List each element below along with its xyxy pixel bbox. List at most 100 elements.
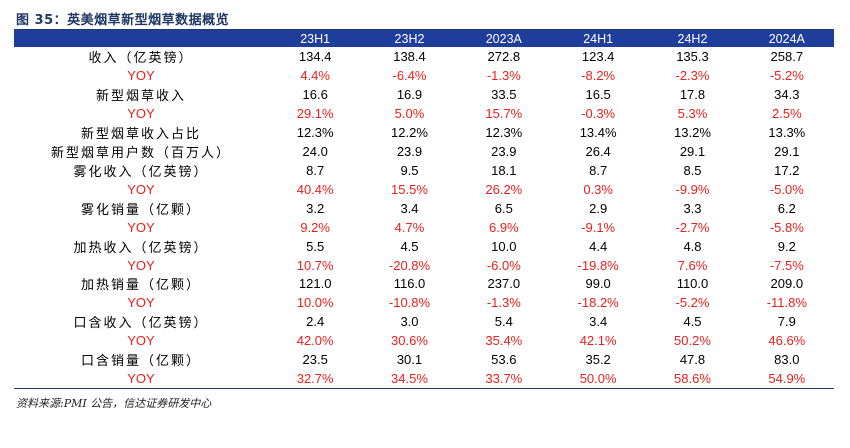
table-cell: 35.4% [485,333,523,349]
row-label: 口含收入（亿英镑） [73,316,209,332]
table-cell: 13.4% [579,124,617,140]
table-cell: -6.0% [486,257,521,273]
table-cell: -5.8% [769,219,804,235]
table-cell: -2.3% [675,67,710,83]
table-cell: 32.7% [296,371,334,387]
table-cell: 3.0 [400,314,419,330]
yoy-row: YOY 9.2% 4.7% 6.9% -9.1% -2.7% -5.8% [14,218,834,237]
table-cell: 3.4 [589,314,608,330]
header-row: 23H1 23H2 2023A 24H1 24H2 2024A [14,30,834,47]
table-cell: 12.3% [485,124,523,140]
table-cell: 16.6 [302,86,328,102]
table-cell: 4.7% [394,219,425,235]
table-cell: -9.9% [675,181,710,197]
table-cell: 2.9 [589,200,608,216]
table-cell: 4.4 [589,238,608,254]
table-cell: 99.0 [585,276,611,292]
table-cell: 9.2 [777,238,796,254]
table-cell: 8.5 [683,162,702,178]
row-label: 雾化销量（亿颗） [80,202,201,218]
row-label: 收入（亿英镑） [88,51,194,66]
table-cell: 8.7 [306,162,325,178]
table-cell: 83.0 [774,352,800,368]
yoy-row: YOY 29.1% 5.0% 15.7% -0.3% 5.3% 2.5% [14,104,834,123]
table-cell: 40.4% [296,181,334,197]
table-cell: 4.5 [400,238,419,254]
row-label: YOY [127,257,155,273]
table-cell: -0.3% [581,105,616,121]
table-cell: 50.0% [579,371,617,387]
header-cell: 2024A [739,30,834,47]
table-cell: 7.6% [677,257,708,273]
table-cell: 138.4 [393,49,426,64]
data-table: 23H1 23H2 2023A 24H1 24H2 2024A 收入（亿英镑） 1… [14,30,834,388]
row-label: YOY [127,219,155,235]
table-cell: 13.2% [674,124,711,140]
table-cell: 209.0 [770,276,804,292]
table-cell: 5.0% [394,105,425,121]
row-label: 加热销量（亿颗） [80,278,201,294]
table-cell: 0.3% [583,181,613,197]
table-cell: -10.8% [388,295,431,311]
row-label: 新型烟草收入占比 [80,126,201,142]
table-cell: 5.5 [306,238,325,254]
table-cell: 15.7% [485,105,523,121]
table-row: 雾化收入（亿英镑） 8.7 9.5 18.1 8.7 8.5 17.2 [14,161,834,180]
table-row: 口含收入（亿英镑） 2.4 3.0 5.4 3.4 4.5 7.9 [14,312,834,331]
table-cell: 4.8 [683,238,702,254]
table-row: 雾化销量（亿颗） 3.2 3.4 6.5 2.9 3.3 6.2 [14,199,834,218]
table-cell: -11.8% [766,295,807,311]
bottom-divider [14,388,834,389]
table-cell: -2.7% [675,219,710,235]
row-label: YOY [127,105,155,121]
table-cell: 53.6 [491,352,517,368]
source-note: 资料来源:PMI 公告，信达证券研发中心 [16,397,212,410]
table-cell: 13.3% [768,124,806,140]
header-cell: 24H2 [645,30,740,47]
table-cell: 16.9 [396,86,423,102]
table-cell: 58.6% [674,371,711,387]
table-cell: 29.1 [679,143,706,159]
table-cell: 42.0% [296,333,334,349]
header-cell: 2023A [456,30,551,47]
table-cell: 4.5 [683,314,702,330]
table-cell: 258.7 [770,49,804,64]
table-cell: 23.9 [491,143,517,159]
table-cell: 135.3 [676,49,709,64]
table-cell: 23.9 [396,143,423,159]
table-cell: 121.0 [298,276,332,292]
table-cell: -1.3% [486,67,521,83]
yoy-row: YOY 32.7% 34.5% 33.7% 50.0% 58.6% 54.9% [14,369,834,388]
table-cell: 10.7% [296,257,334,273]
table-cell: -8.2% [581,67,616,83]
table-cell: 272.8 [487,49,521,64]
table-cell: 26.4 [585,143,611,159]
table-cell: 7.9 [777,314,796,330]
table-cell: 6.2 [777,200,796,216]
figure-title: 图 35：英美烟草新型烟草数据概览 [16,13,230,28]
table-cell: 3.2 [306,200,325,216]
table-cell: 3.3 [683,200,702,216]
yoy-row: YOY 10.7% -20.8% -6.0% -19.8% 7.6% -7.5% [14,256,834,275]
table-cell: 50.2% [674,333,711,349]
table-cell: 34.5% [391,371,428,387]
row-label: YOY [127,295,155,311]
header-cell: 23H1 [268,30,363,47]
table-cell: -9.1% [581,219,616,235]
table-cell: 35.2 [585,352,611,368]
header-cell: 23H2 [362,30,457,47]
table-cell: 10.0 [491,238,517,254]
row-label: 加热收入（亿英镑） [73,240,209,256]
table-cell: 29.1 [774,143,800,159]
table-cell: 15.5% [391,181,428,197]
table-cell: 16.5 [585,86,611,102]
table-row: 加热销量（亿颗） 121.0 116.0 237.0 99.0 110.0 209.0 [14,274,834,293]
table-body: 收入（亿英镑） 134.4 138.4 272.8 123.4 135.3 258.7 YOY… [14,47,834,388]
row-label: YOY [127,67,155,83]
table-cell: -7.5% [769,257,804,273]
table-cell: -5.2% [769,67,804,83]
row-label: 新型烟草用户数（百万人） [50,145,231,161]
table-row: 口含销量（亿颗） 23.5 30.1 53.6 35.2 47.8 83.0 [14,350,834,369]
table-row: 新型烟草收入占比 12.3% 12.2% 12.3% 13.4% 13.2% 13.3% [14,123,834,142]
yoy-row: YOY 4.4% -6.4% -1.3% -8.2% -2.3% -5.2% [14,66,834,85]
